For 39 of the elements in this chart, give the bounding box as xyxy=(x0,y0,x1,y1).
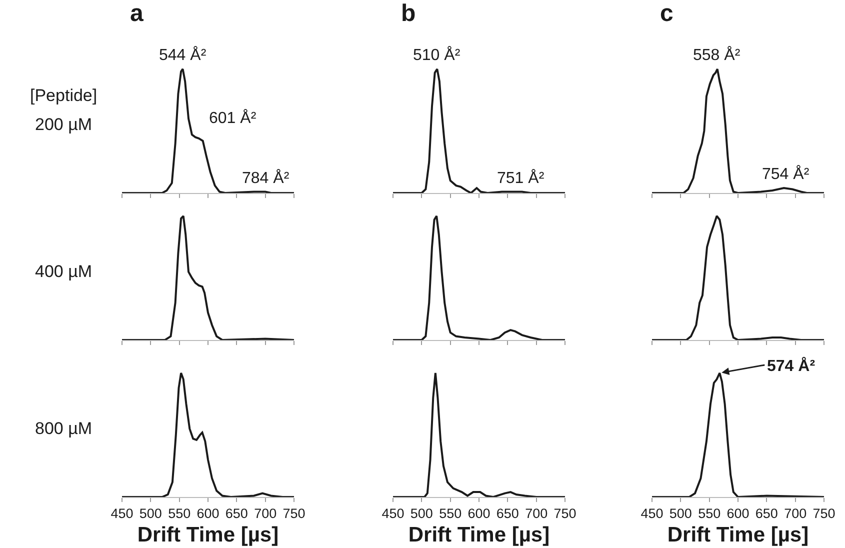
x-tick-label: 650 xyxy=(755,506,778,522)
chart-title: c xyxy=(660,0,674,27)
x-tick-label: 700 xyxy=(525,506,548,522)
x-tick-label: 450 xyxy=(382,506,404,522)
annotation: 784 Å² xyxy=(242,169,290,187)
x-tick-label: 600 xyxy=(468,506,490,522)
x-tick-label: 550 xyxy=(439,506,462,522)
x-tick-label: 500 xyxy=(410,506,433,522)
chart-title: a xyxy=(130,0,144,27)
y-axis-title: 400 µM xyxy=(35,262,92,281)
x-tick-label: 550 xyxy=(168,506,191,522)
annotation: 558 Å² xyxy=(693,46,741,64)
x-tick-label: 600 xyxy=(196,506,220,522)
x-tick-label: 750 xyxy=(282,506,306,522)
x-tick-label: 650 xyxy=(225,506,248,522)
x-tick-label: 550 xyxy=(698,506,721,522)
x-tick-label: 500 xyxy=(669,506,692,522)
y-axis-title: 800 µM xyxy=(35,419,92,438)
x-tick-label: 750 xyxy=(554,506,576,522)
annotation: 510 Å² xyxy=(413,46,461,64)
x-axis-title: Drift Time [µs] xyxy=(667,523,809,546)
annotation: 574 Å² xyxy=(767,356,816,375)
text: [Peptide] xyxy=(30,86,98,105)
x-tick-label: 700 xyxy=(254,506,277,522)
x-axis-title: Drift Time [µs] xyxy=(408,523,550,546)
x-tick-label: 600 xyxy=(726,506,750,522)
annotation: 751 Å² xyxy=(497,169,545,187)
x-tick-label: 450 xyxy=(640,506,664,522)
x-tick-label: 450 xyxy=(110,506,134,522)
x-axis-title: Drift Time [µs] xyxy=(137,523,279,546)
annotation: 601 Å² xyxy=(209,109,257,127)
annotation: 754 Å² xyxy=(762,165,810,183)
x-tick-label: 650 xyxy=(496,506,519,522)
y-axis-title: 200 µM xyxy=(35,115,92,134)
x-tick-label: 700 xyxy=(784,506,807,522)
annotation: 544 Å² xyxy=(159,46,207,64)
x-tick-label: 750 xyxy=(812,506,836,522)
chart-title: b xyxy=(401,0,416,27)
x-tick-label: 500 xyxy=(139,506,162,522)
